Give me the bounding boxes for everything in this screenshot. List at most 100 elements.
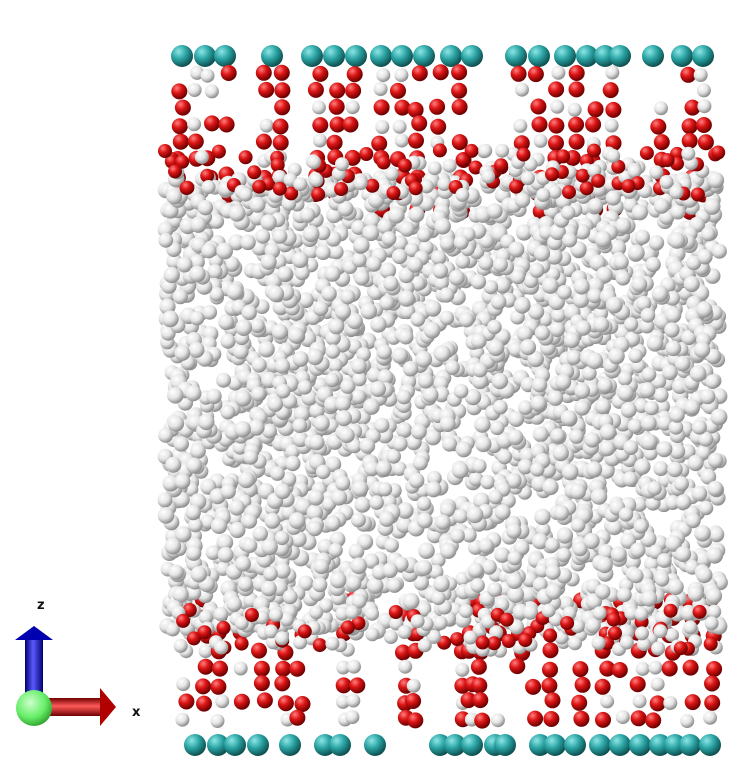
white-atom xyxy=(574,383,591,399)
white-atom xyxy=(399,221,415,237)
red-atom xyxy=(704,675,720,692)
white-atom xyxy=(644,400,659,416)
red-atom xyxy=(432,64,449,81)
white-atom xyxy=(439,310,455,326)
white-atom xyxy=(656,441,673,458)
white-atom xyxy=(572,291,590,308)
white-atom xyxy=(427,161,442,176)
red-atom xyxy=(311,187,326,202)
white-atom xyxy=(165,622,180,637)
red-atom xyxy=(568,81,585,98)
white-atom xyxy=(665,535,682,552)
white-atom xyxy=(687,454,704,472)
white-atom xyxy=(707,172,725,189)
white-atom xyxy=(370,381,386,397)
white-atom xyxy=(290,531,307,548)
white-atom xyxy=(312,133,327,148)
red-atom xyxy=(171,118,188,135)
red-atom xyxy=(645,712,662,729)
white-atom xyxy=(354,496,371,513)
red-atom xyxy=(470,658,487,675)
white-atom xyxy=(570,517,586,533)
white-atom xyxy=(703,198,721,215)
white-atom xyxy=(399,303,416,320)
white-atom xyxy=(628,348,643,364)
red-atom xyxy=(346,66,363,83)
white-atom xyxy=(365,606,380,621)
white-atom xyxy=(397,625,412,640)
white-atom xyxy=(439,235,455,251)
red-atom xyxy=(711,145,726,160)
white-atom xyxy=(351,358,367,375)
red-atom xyxy=(587,143,601,158)
white-atom xyxy=(600,694,615,709)
red-atom xyxy=(294,696,311,712)
surface-atom xyxy=(364,734,386,756)
white-atom xyxy=(185,545,202,561)
white-atom xyxy=(551,65,566,80)
white-atom xyxy=(402,360,419,377)
white-atom xyxy=(337,200,354,217)
white-atom xyxy=(381,231,397,247)
white-atom xyxy=(461,527,477,543)
white-atom xyxy=(351,593,367,609)
white-atom xyxy=(700,226,716,242)
white-atom xyxy=(703,710,718,725)
white-atom xyxy=(416,496,432,512)
white-atom xyxy=(416,227,432,243)
white-atom xyxy=(365,256,382,272)
white-atom xyxy=(453,383,469,399)
white-atom xyxy=(553,505,570,521)
white-atom xyxy=(383,630,398,644)
red-atom xyxy=(220,65,237,81)
white-atom xyxy=(491,372,508,390)
white-atom xyxy=(665,340,682,357)
red-atom xyxy=(542,661,558,678)
white-atom xyxy=(261,538,278,556)
white-atom xyxy=(588,198,604,213)
white-atom xyxy=(606,519,623,536)
white-atom xyxy=(598,462,615,479)
red-atom xyxy=(284,186,299,201)
white-atom xyxy=(415,350,432,368)
white-atom xyxy=(207,264,223,280)
surface-atom xyxy=(692,45,714,67)
white-atom xyxy=(328,318,345,335)
white-atom xyxy=(214,640,229,655)
white-atom xyxy=(620,401,637,418)
white-atom xyxy=(335,157,349,172)
red-atom xyxy=(594,678,611,695)
white-atom xyxy=(369,495,384,510)
red-atom xyxy=(411,115,428,132)
white-atom xyxy=(532,577,548,592)
white-atom xyxy=(188,517,203,533)
surface-atom xyxy=(461,734,483,756)
white-atom xyxy=(470,274,487,290)
white-atom xyxy=(270,466,285,481)
white-atom xyxy=(307,520,323,537)
white-atom xyxy=(279,612,294,627)
white-atom xyxy=(515,82,529,97)
red-atom xyxy=(663,603,678,618)
red-atom xyxy=(307,81,324,98)
white-atom xyxy=(439,416,456,432)
white-atom xyxy=(175,526,192,543)
white-atom xyxy=(202,304,218,320)
red-atom xyxy=(630,710,647,727)
white-atom xyxy=(667,461,683,478)
white-atom xyxy=(363,212,381,229)
white-atom xyxy=(216,242,234,260)
red-atom xyxy=(351,616,366,631)
white-atom xyxy=(569,429,584,444)
white-atom xyxy=(711,243,727,259)
white-atom xyxy=(220,483,236,500)
surface-atom xyxy=(564,734,586,756)
red-atom xyxy=(430,118,447,135)
white-atom xyxy=(507,429,524,446)
white-atom xyxy=(627,164,642,179)
surface-atom xyxy=(345,45,367,67)
white-atom xyxy=(345,100,360,115)
red-atom xyxy=(334,182,349,196)
red-atom xyxy=(244,608,259,622)
red-atom xyxy=(468,160,483,175)
